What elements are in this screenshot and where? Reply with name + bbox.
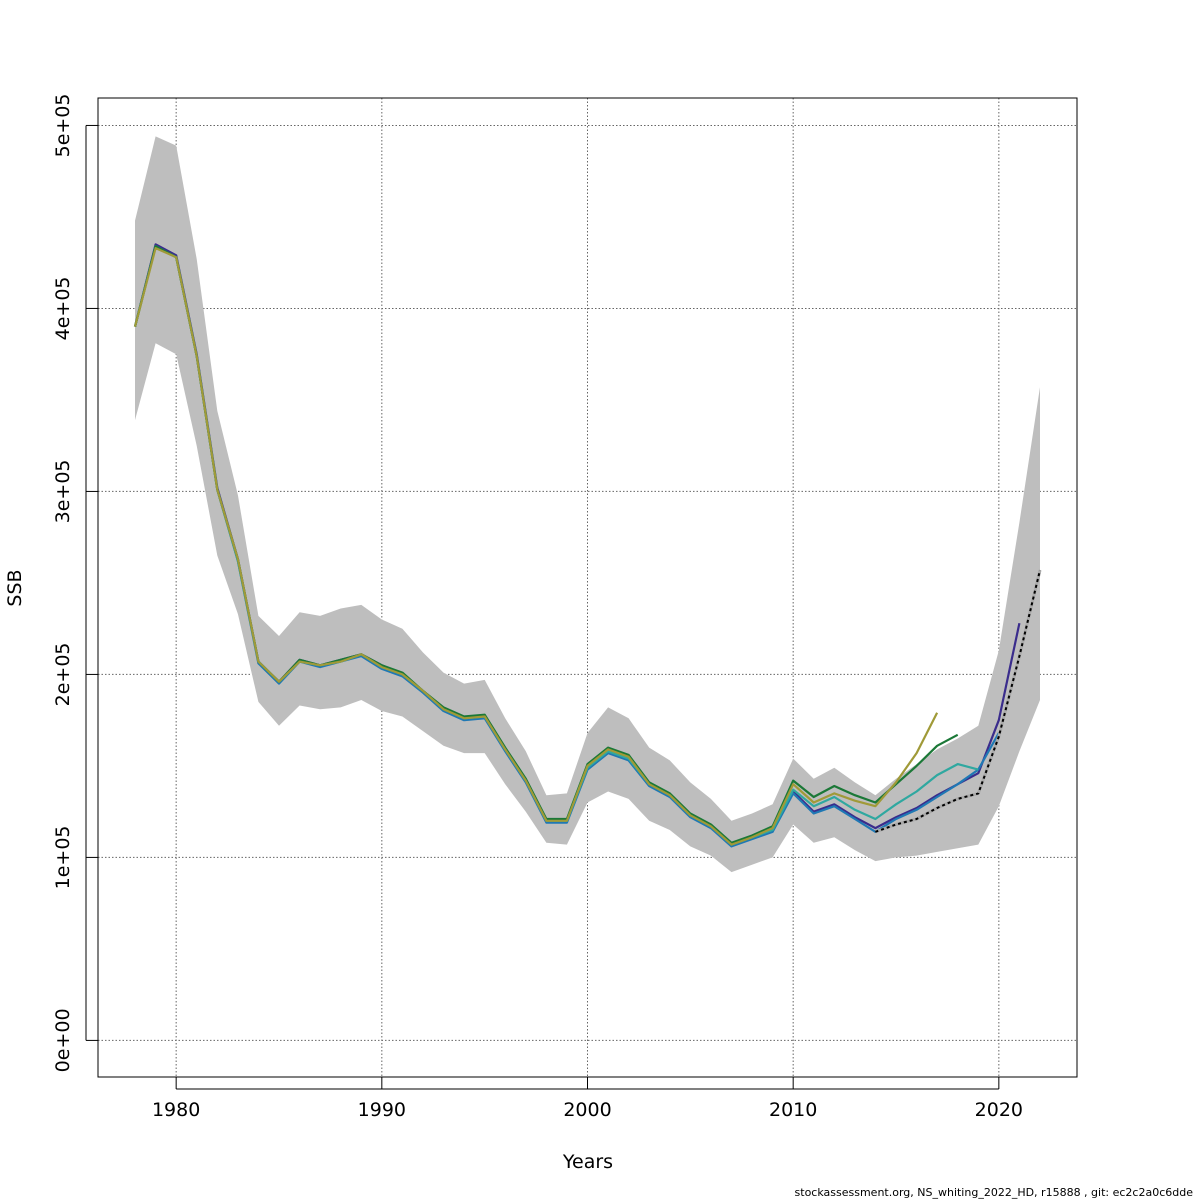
x-tick-label: 2000 [563, 1099, 611, 1121]
grid-lines [98, 98, 1077, 1077]
x-axis-label: Years [562, 1151, 613, 1173]
y-tick-label: 0e+00 [52, 1008, 74, 1072]
y-axis: 0e+00 1e+05 2e+05 3e+05 4e+05 5e+05 [52, 94, 98, 1072]
footer-text: stockassessment.org, NS_whiting_2022_HD,… [795, 1186, 1194, 1199]
series-line-5 [133, 247, 939, 846]
series-lines [133, 243, 1042, 848]
series-line-2 [133, 245, 1000, 848]
y-tick-label: 1e+05 [52, 825, 74, 889]
series-line-1 [133, 243, 1021, 846]
series-line-3 [133, 245, 979, 846]
x-tick-label: 2020 [975, 1099, 1023, 1121]
x-tick-label: 1990 [358, 1099, 406, 1121]
x-tick-label: 2010 [769, 1099, 817, 1121]
confidence-band [135, 136, 1040, 873]
x-axis: 1980 1990 2000 2010 2020 [152, 1077, 1023, 1121]
y-tick-label: 3e+05 [52, 459, 74, 523]
series-line-4 [133, 245, 959, 844]
ssb-confidence-band [135, 136, 1040, 873]
x-tick-label: 1980 [152, 1099, 200, 1121]
y-axis-label: SSB [4, 569, 26, 606]
y-tick-label: 2e+05 [52, 642, 74, 706]
y-tick-label: 5e+05 [52, 94, 74, 158]
series-line-6-halo [874, 569, 1042, 834]
y-tick-label: 4e+05 [52, 277, 74, 341]
